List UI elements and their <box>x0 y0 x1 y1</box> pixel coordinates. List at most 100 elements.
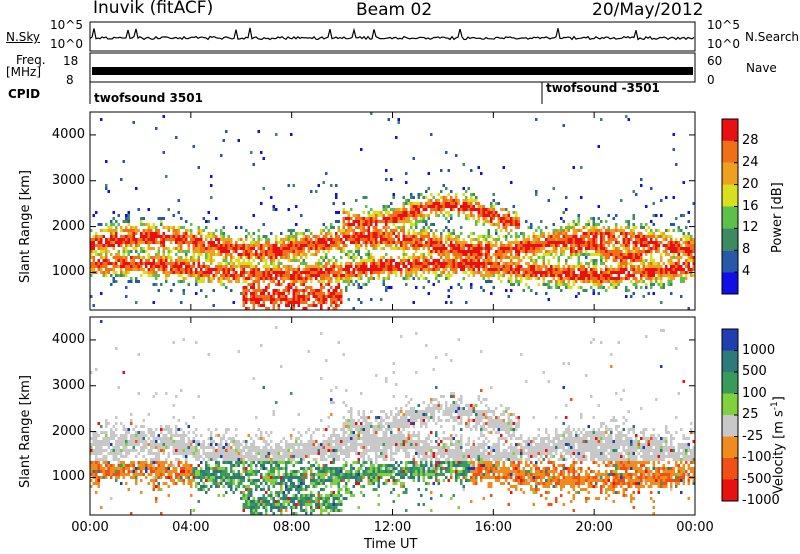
power-cell <box>287 265 290 268</box>
power-cell <box>362 283 365 286</box>
power-cell <box>445 217 448 220</box>
power-cell <box>142 217 145 220</box>
power-cell <box>652 262 655 265</box>
power-cell <box>225 274 228 277</box>
power-cell <box>567 226 570 229</box>
power-cell <box>245 286 248 289</box>
power-cell <box>110 235 113 238</box>
vel-cell <box>107 470 110 473</box>
vel-cell <box>237 464 240 467</box>
power-cell <box>662 238 665 241</box>
power-cell <box>217 253 220 256</box>
vel-cell <box>175 395 178 398</box>
power-cell <box>165 262 168 265</box>
power-cell <box>452 208 455 211</box>
vel-cell <box>152 395 155 398</box>
power-cell <box>170 289 173 292</box>
vel-cell <box>120 434 123 437</box>
power-cell <box>265 277 268 280</box>
power-cell <box>90 268 93 271</box>
power-cell <box>335 247 338 250</box>
power-cell <box>372 268 375 271</box>
power-cell <box>662 235 665 238</box>
power-cell <box>485 259 488 262</box>
power-cell <box>315 289 318 292</box>
vel-cell <box>182 479 185 482</box>
power-cell <box>625 226 628 229</box>
vel-cell <box>232 479 235 482</box>
power-cell <box>522 268 525 271</box>
power-cell <box>120 268 123 271</box>
power-cell <box>292 307 295 310</box>
power-cell <box>412 232 415 235</box>
vel-cell <box>142 473 145 476</box>
power-cell <box>510 181 513 184</box>
vel-cell <box>157 455 160 458</box>
power-cell <box>387 271 390 274</box>
vel-cell <box>90 473 93 476</box>
power-cell <box>350 265 353 268</box>
power-cell <box>362 238 365 241</box>
power-cell <box>595 241 598 244</box>
power-cell <box>230 259 233 262</box>
vel-cell <box>235 449 238 452</box>
power-cell <box>667 274 670 277</box>
power-cell <box>252 265 255 268</box>
power-cell <box>580 247 583 250</box>
vel-cell <box>220 437 223 440</box>
power-cell <box>352 274 355 277</box>
power-cell <box>572 223 575 226</box>
power-cell <box>562 235 565 238</box>
power-cell <box>235 244 238 247</box>
power-cell <box>672 247 675 250</box>
power-cell <box>627 274 630 277</box>
power-cell <box>622 265 625 268</box>
power-cell <box>280 295 283 298</box>
power-cell <box>300 289 303 292</box>
power-cell <box>397 121 400 124</box>
power-cell <box>645 250 648 253</box>
power-cell <box>245 301 248 304</box>
vel-cell <box>210 485 213 488</box>
vel-cell <box>205 464 208 467</box>
vel-cell <box>237 449 240 452</box>
power-cell <box>467 262 470 265</box>
vel-cell <box>187 479 190 482</box>
vel-cell <box>190 446 193 449</box>
power-cell <box>585 268 588 271</box>
power-cell <box>392 271 395 274</box>
power-cell <box>395 229 398 232</box>
power-cell <box>575 253 578 256</box>
power-cell <box>382 238 385 241</box>
power-cell <box>417 211 420 214</box>
vel-cell <box>192 476 195 479</box>
power-cell <box>250 256 253 259</box>
vel-cell <box>195 458 198 461</box>
power-cell <box>155 271 158 274</box>
power-cell <box>322 301 325 304</box>
power-cell <box>670 274 673 277</box>
power-cell <box>437 244 440 247</box>
power-cell <box>687 271 690 274</box>
power-cell <box>557 274 560 277</box>
power-cell <box>435 238 438 241</box>
power-cell <box>607 253 610 256</box>
vel-cell <box>187 446 190 449</box>
power-cell <box>472 256 475 259</box>
power-cell <box>317 271 320 274</box>
power-cell <box>200 268 203 271</box>
power-cell <box>170 226 173 229</box>
power-cell <box>180 247 183 250</box>
power-cell <box>385 208 388 211</box>
vel-cell <box>150 470 153 473</box>
power-cell <box>272 250 275 253</box>
power-cell <box>572 274 575 277</box>
vel-cell <box>155 428 158 431</box>
power-cell <box>255 244 258 247</box>
power-cell <box>257 304 260 307</box>
power-cell <box>145 238 148 241</box>
vel-cell <box>162 464 165 467</box>
power-cell <box>167 256 170 259</box>
vel-cell <box>172 446 175 449</box>
vel-cell <box>110 428 113 431</box>
